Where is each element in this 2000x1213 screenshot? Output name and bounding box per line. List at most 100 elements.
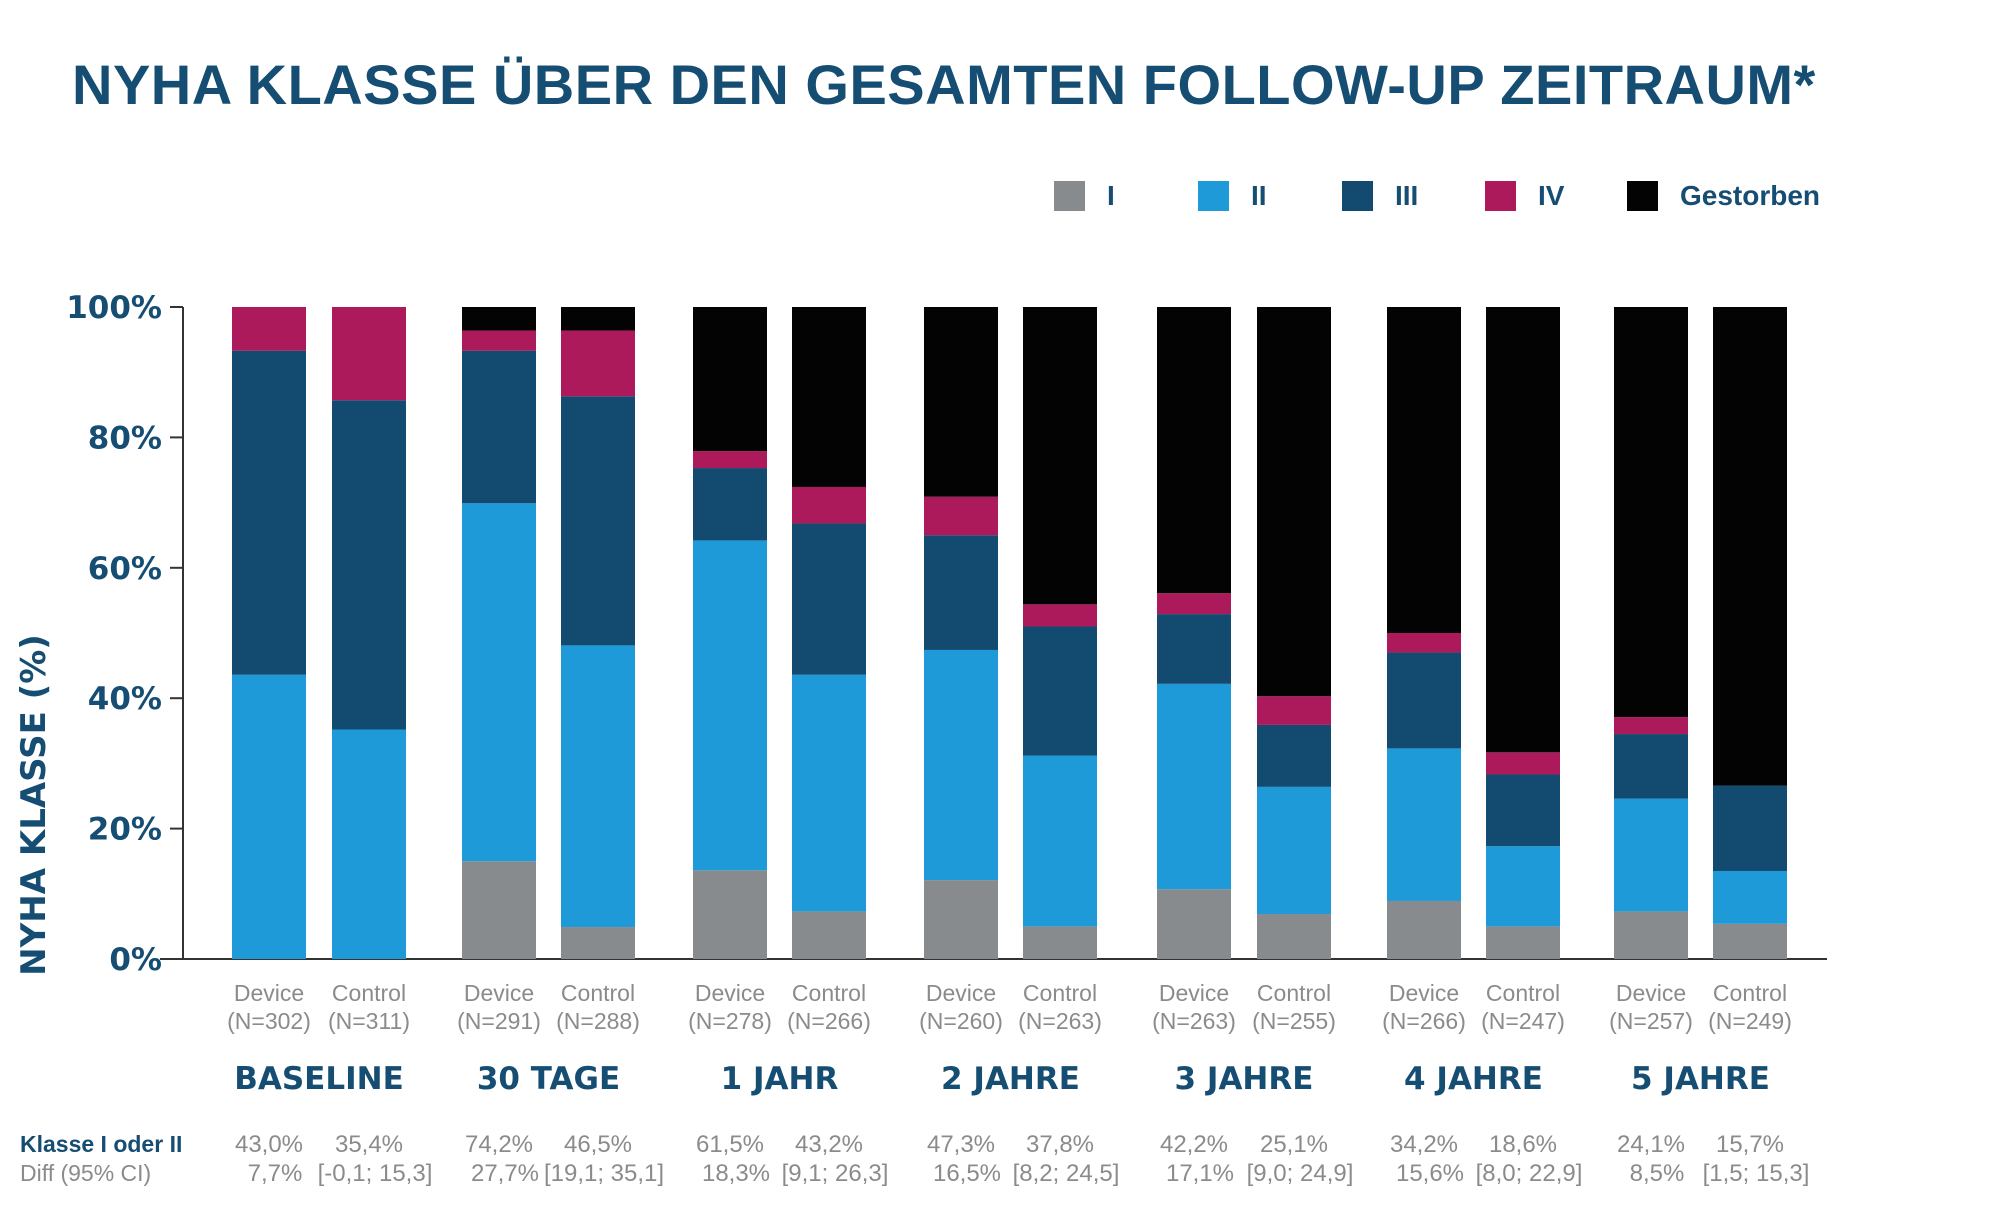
bar-segment-gestorben [1387, 307, 1461, 633]
bar-n-label: (N=266) [1382, 1008, 1466, 1034]
bar-segment-gestorben [1257, 307, 1331, 697]
period-label: 4 JAHRE [1404, 1061, 1543, 1097]
bar-n-label: (N=302) [227, 1008, 311, 1034]
bar-segment-gestorben [792, 307, 866, 487]
bar-segment-ii [924, 649, 998, 881]
bar-segment-gestorben [462, 307, 536, 331]
bar-n-label: (N=263) [1152, 1008, 1236, 1034]
bar-n-label: (N=278) [688, 1008, 772, 1034]
bar-segment-iii [1713, 785, 1787, 871]
bar-segment-i [1157, 889, 1231, 959]
legend-label-ii: II [1251, 180, 1267, 211]
stats-row-label-klasse: Klasse I oder II [20, 1131, 182, 1157]
bar-segment-gestorben [1614, 307, 1688, 718]
stats-diff-value: 16,5% [933, 1160, 1001, 1187]
legend-swatch-ii [1198, 181, 1229, 211]
period-label: 3 JAHRE [1175, 1061, 1314, 1097]
bar-segment-gestorben [1713, 307, 1787, 786]
bar-segment-gestorben [693, 307, 767, 452]
bar-segment-iv [1486, 752, 1560, 775]
bar-arm-label: Control [792, 980, 866, 1006]
legend-label-i: I [1107, 180, 1115, 211]
bar-segment-iv [462, 330, 536, 351]
bar-segment-iii [1023, 626, 1097, 756]
stats-diff-value: 8,5% [1630, 1160, 1685, 1187]
bar-arm-label: Control [332, 980, 406, 1006]
y-axis-title: NYHA KLASSE (%) [14, 634, 54, 976]
bar-n-label: (N=311) [328, 1008, 410, 1034]
bar-arm-label: Device [1616, 980, 1686, 1006]
legend-item-gestorben: Gestorben [1627, 180, 1820, 212]
stats-control-value: 46,5% [564, 1131, 632, 1158]
bar-segment-iv [332, 307, 406, 401]
bar-arm-label: Control [561, 980, 635, 1006]
legend-label-iii: III [1395, 180, 1419, 211]
bar-segment-ii [561, 645, 635, 928]
bar-segment-iii [1614, 734, 1688, 799]
stats-table: Klasse I oder II Diff (95% CI) 43,0% 35,4% 7… [20, 1131, 1809, 1187]
bar-n-label: (N=257) [1609, 1008, 1693, 1034]
bar-arm-label: Device [926, 980, 996, 1006]
bar-segment-iii [1157, 614, 1231, 684]
bar-segment-iii [693, 468, 767, 541]
bar-arm-label: Control [1486, 980, 1560, 1006]
bar-segment-ii [1157, 683, 1231, 890]
bar-segment-ii [1713, 870, 1787, 924]
bar-segment-i [1486, 926, 1560, 959]
bar-n-label: (N=291) [457, 1008, 541, 1034]
bar-arm-label: Control [1023, 980, 1097, 1006]
stats-ci-value: [9,1; 26,3] [782, 1160, 889, 1187]
legend-swatch-iv [1485, 181, 1516, 211]
bars [232, 307, 1787, 959]
bar-segment-gestorben [1157, 307, 1231, 594]
stats-device-value: 47,3% [927, 1131, 995, 1158]
bar-segment-iv [792, 486, 866, 524]
period-label: 2 JAHRE [941, 1061, 1080, 1097]
bar-segment-gestorben [1023, 307, 1097, 605]
bar-segment-i [1614, 911, 1688, 959]
stats-device-value: 24,1% [1617, 1131, 1685, 1158]
bar-segment-iv [561, 330, 635, 397]
stats-ci-value: [9,0; 24,9] [1247, 1160, 1354, 1187]
stats-diff-value: 18,3% [702, 1160, 770, 1187]
period-label: 1 JAHR [721, 1061, 839, 1097]
stats-diff-value: 15,6% [1396, 1160, 1464, 1187]
legend-item-ii: II [1198, 180, 1267, 212]
bar-segment-ii [232, 674, 306, 959]
bar-segment-i [924, 880, 998, 959]
bar-segment-i [1257, 914, 1331, 959]
bar-segment-iii [792, 523, 866, 675]
stats-diff-value: 27,7% [471, 1160, 539, 1187]
stats-diff-value: 17,1% [1166, 1160, 1234, 1187]
legend-label-iv: IV [1538, 180, 1565, 211]
stats-device-value: 42,2% [1160, 1131, 1228, 1158]
bar-segment-i [462, 861, 536, 959]
bar-arm-label: Device [234, 980, 304, 1006]
bar-segment-iv [924, 496, 998, 536]
bar-segment-iii [332, 400, 406, 730]
bar-segment-i [561, 927, 635, 959]
bar-segment-iii [924, 535, 998, 650]
bar-segment-gestorben [1486, 307, 1560, 753]
period-label: 5 JAHRE [1631, 1061, 1770, 1097]
bar-segment-iii [1486, 774, 1560, 847]
bar-arm-label: Device [464, 980, 534, 1006]
bar-segment-iii [1257, 724, 1331, 787]
y-tick-label: 80% [88, 420, 162, 456]
bar-segment-ii [1387, 748, 1461, 901]
stats-device-value: 74,2% [465, 1131, 533, 1158]
stats-ci-value: [19,1; 35,1] [544, 1160, 664, 1187]
bar-segment-iv [1023, 604, 1097, 627]
stats-diff-value: 7,7% [248, 1160, 303, 1187]
bar-segment-iii [1387, 652, 1461, 749]
legend-swatch-gestorben [1627, 181, 1658, 211]
bar-n-label: (N=263) [1018, 1008, 1102, 1034]
stats-control-value: 35,4% [335, 1131, 403, 1158]
legend-item-iii: III [1342, 180, 1418, 212]
bar-segment-i [693, 870, 767, 959]
y-tick-label: 20% [88, 812, 162, 848]
bar-segment-gestorben [561, 307, 635, 331]
y-tick-label: 0% [109, 942, 162, 978]
bar-n-label: (N=247) [1481, 1008, 1565, 1034]
